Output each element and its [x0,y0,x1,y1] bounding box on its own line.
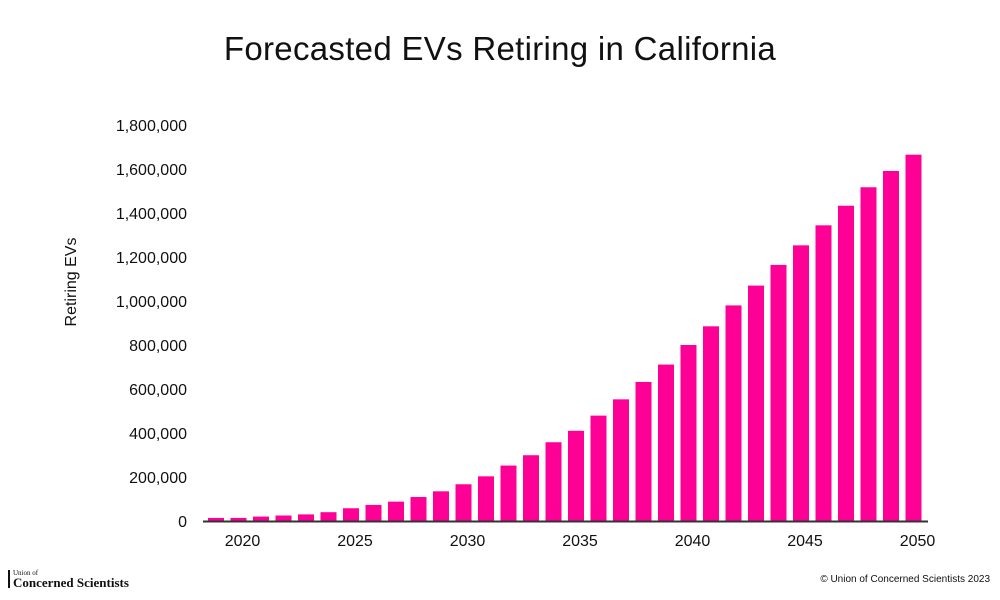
bar-2027 [388,501,404,521]
bar-2021 [253,516,269,521]
chart-title: Forecasted EVs Retiring in California [223,30,777,67]
bar-2042 [725,305,742,521]
x-tick-label: 2035 [562,533,598,550]
y-tick-label: 400,000 [129,426,187,443]
bar-2043 [748,285,764,521]
bar-2040 [680,345,697,521]
bar-2020 [230,517,247,521]
y-tick-label: 1,000,000 [116,294,187,311]
bar-2031 [478,476,494,521]
bar-2019 [208,517,224,521]
bar-2050 [905,154,922,521]
x-tick-label: 2020 [225,533,261,550]
bar-2033 [523,455,539,521]
bar-2047 [838,205,854,522]
bar-2032 [500,465,517,521]
bar-2039 [658,364,674,521]
bar-2036 [590,415,607,521]
bar-2024 [320,512,337,521]
bar-2030 [455,484,472,521]
bar-2046 [815,225,832,521]
y-tick-label: 1,400,000 [116,206,187,223]
bar-2049 [883,170,899,522]
y-tick-label: 0 [178,514,187,531]
y-tick-label: 1,200,000 [116,250,187,267]
bar-2026 [365,504,382,521]
y-tick-label: 800,000 [129,338,187,355]
bar-2025 [343,508,359,521]
bar-2035 [568,430,584,521]
bar-2028 [410,497,427,521]
bar-2048 [860,187,877,521]
y-tick-label: 600,000 [129,382,187,399]
x-tick-label: 2030 [450,533,486,550]
y-tick-label: 1,800,000 [116,118,187,135]
x-tick-label: 2045 [787,533,823,550]
x-tick-label: 2025 [337,533,373,550]
bar-2044 [770,264,787,521]
bar-2045 [793,245,809,521]
bar-2023 [298,514,314,521]
y-tick-label: 1,600,000 [116,162,187,179]
bar-2029 [433,491,449,521]
bar-2038 [635,381,652,521]
bar-2022 [275,515,292,521]
logo-top-text: Union of [13,569,39,577]
bar-2037 [613,399,629,521]
ucs-logo: Union of Concerned Scientists [8,569,129,590]
x-tick-label: 2050 [900,533,936,550]
copyright-text: © Union of Concerned Scientists 2023 [820,574,990,585]
bar-2041 [703,326,719,521]
y-tick-label: 200,000 [129,470,187,487]
bar-2034 [545,442,562,521]
logo-main-text: Concerned Scientists [13,575,129,590]
x-tick-label: 2040 [675,533,711,550]
